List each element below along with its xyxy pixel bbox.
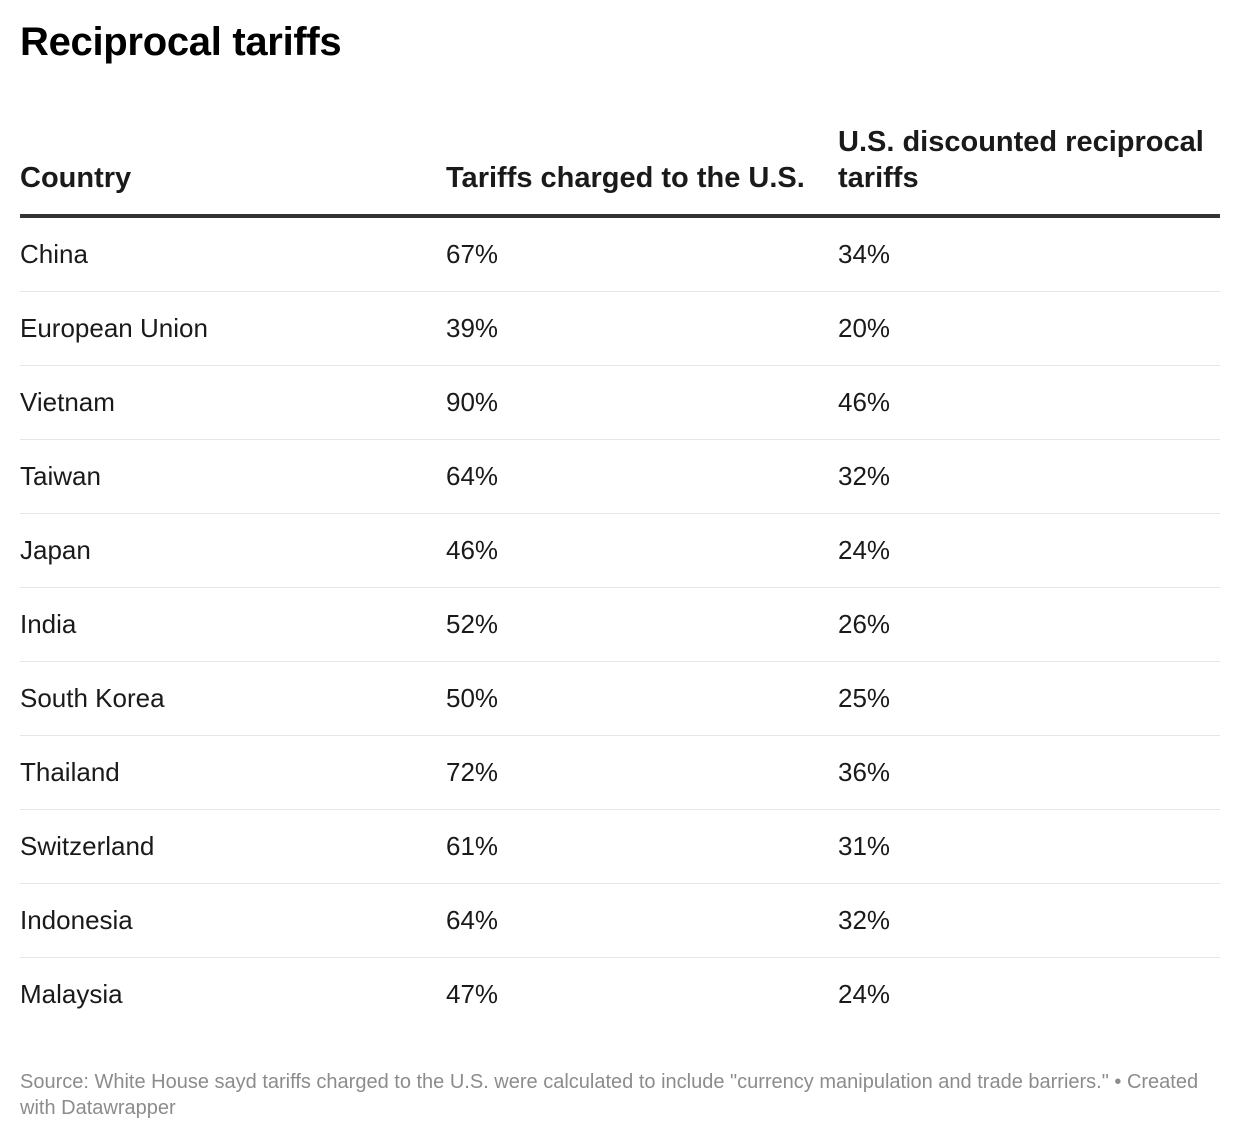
- table-row: Japan 46% 24%: [20, 513, 1220, 588]
- column-header-discounted-tariffs: U.S. discounted reciprocal tariffs: [838, 121, 1220, 218]
- country-cell: Japan: [20, 513, 446, 588]
- discounted-tariff-cell: 34%: [838, 216, 1220, 292]
- discounted-tariff-cell: 31%: [838, 809, 1220, 884]
- tariffs-charged-cell: 46%: [446, 513, 838, 588]
- tariffs-charged-cell: 61%: [446, 809, 838, 884]
- table-body: China 67% 34% European Union 39% 20% Vietnam 90…: [20, 216, 1220, 1031]
- table-row: Malaysia 47% 24%: [20, 958, 1220, 1032]
- country-cell: Vietnam: [20, 365, 446, 440]
- discounted-tariff-cell: 32%: [838, 883, 1220, 958]
- table-row: South Korea 50% 25%: [20, 661, 1220, 736]
- discounted-tariff-cell: 24%: [838, 979, 891, 1009]
- tariffs-charged-cell: 64%: [446, 883, 838, 958]
- tariffs-charged-cell: 52%: [446, 587, 838, 662]
- tariffs-charged-cell: 72%: [446, 735, 838, 810]
- tariffs-charged-cell: 67%: [446, 216, 838, 292]
- chart-title: Reciprocal tariffs: [20, 20, 342, 64]
- tariffs-charged-cell: 64%: [446, 439, 838, 514]
- discounted-tariff-cell: 20%: [838, 291, 1220, 366]
- table-row: Switzerland 61% 31%: [20, 809, 1220, 884]
- table-row: India 52% 26%: [20, 587, 1220, 662]
- country-cell: Malaysia: [20, 979, 123, 1009]
- country-cell: Taiwan: [20, 439, 446, 514]
- country-cell: China: [20, 216, 446, 292]
- column-header-tariffs-charged: Tariffs charged to the U.S.: [446, 121, 838, 218]
- tariffs-charged-cell: 50%: [446, 661, 838, 736]
- discounted-tariff-cell: 36%: [838, 735, 1220, 810]
- table-row: Indonesia 64% 32%: [20, 883, 1220, 958]
- country-cell: South Korea: [20, 661, 446, 736]
- tariffs-charged-cell: 47%: [446, 979, 499, 1009]
- discounted-tariff-cell: 46%: [838, 365, 1220, 440]
- table-row: Taiwan 64% 32%: [20, 439, 1220, 514]
- discounted-tariff-cell: 25%: [838, 661, 1220, 736]
- tariffs-charged-cell: 90%: [446, 365, 838, 440]
- discounted-tariff-cell: 32%: [838, 439, 1220, 514]
- table-header-row: Country Tariffs charged to the U.S. U.S.…: [20, 121, 1220, 218]
- country-cell: Indonesia: [20, 883, 446, 958]
- table-row: European Union 39% 20%: [20, 291, 1220, 366]
- column-header-country: Country: [20, 121, 446, 218]
- table-row: Vietnam 90% 46%: [20, 365, 1220, 440]
- tariffs-table: Country Tariffs charged to the U.S. U.S.…: [20, 121, 1220, 1031]
- table-row: Thailand 72% 36%: [20, 735, 1220, 810]
- country-cell: European Union: [20, 291, 446, 366]
- discounted-tariff-cell: 24%: [838, 513, 1220, 588]
- country-cell: India: [20, 587, 446, 662]
- country-cell: Switzerland: [20, 809, 446, 884]
- tariffs-charged-cell: 39%: [446, 291, 838, 366]
- source-note: Source: White House sayd tariffs charged…: [20, 1071, 1199, 1119]
- country-cell: Thailand: [20, 735, 446, 810]
- table-row: China 67% 34%: [20, 216, 1220, 292]
- discounted-tariff-cell: 26%: [838, 587, 1220, 662]
